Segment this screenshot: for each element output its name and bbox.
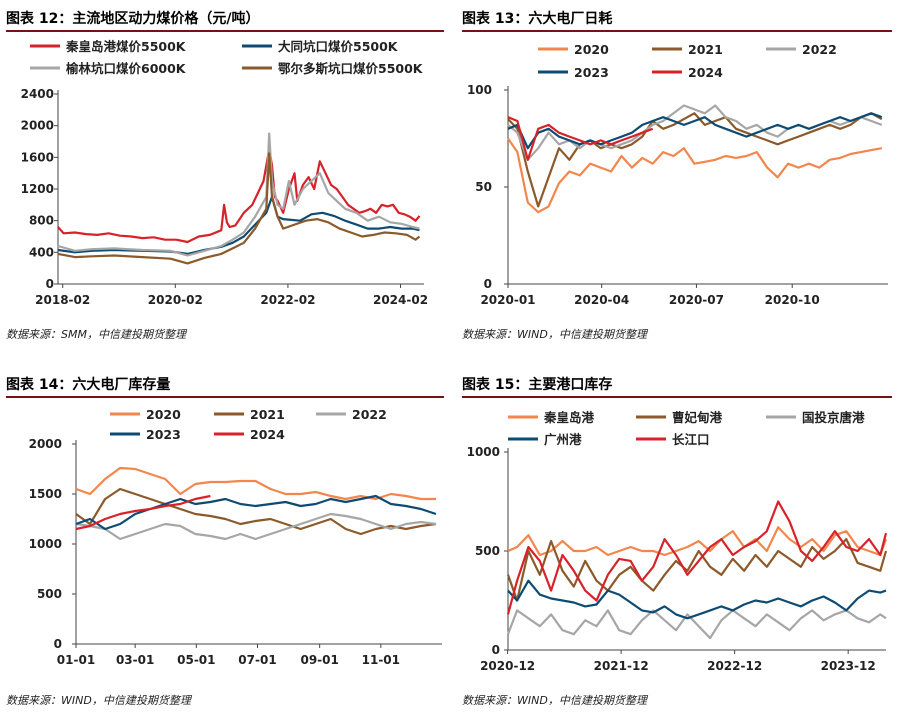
chart-plant-inventory: 0 500 1000 1500 2000 01-01 03-01 05-01 07-01 09-0… xyxy=(29,407,442,667)
y-tick-label: 0 xyxy=(54,637,62,651)
series-line-0 xyxy=(75,466,436,501)
legend-label-3: 2023 xyxy=(146,427,181,442)
x-tick-label: 2020-04 xyxy=(574,293,629,307)
series-line-4 xyxy=(75,494,211,531)
panel-title-14: 图表 14：六大电厂库存量 xyxy=(6,377,171,393)
series-line-1 xyxy=(507,112,883,208)
series-line-0 xyxy=(507,526,888,557)
x-tick-label: 2023-12 xyxy=(821,659,876,673)
series-line-0 xyxy=(507,137,882,214)
x-tick-label: 05-01 xyxy=(177,653,215,667)
y-tick-label: 500 xyxy=(475,544,500,558)
legend-label-1: 大同坑口煤价5500K xyxy=(278,39,399,54)
title-rule-15 xyxy=(462,396,892,398)
x-tick-label: 2018-02 xyxy=(35,293,90,307)
source-note-15: 数据来源：WIND，中信建投期货整理 xyxy=(462,694,647,707)
title-rule-14 xyxy=(6,396,444,398)
y-tick-label: 500 xyxy=(37,587,62,601)
y-tick-label: 0 xyxy=(484,277,492,291)
series-line-3 xyxy=(507,579,887,620)
series-line-2 xyxy=(57,132,420,257)
panel-title-13: 图表 13：六大电厂日耗 xyxy=(462,11,613,27)
legend-label-2: 2022 xyxy=(352,407,387,422)
legend-label-0: 2020 xyxy=(146,407,181,422)
legend-label-1: 2021 xyxy=(250,407,285,422)
series-line-3 xyxy=(57,152,421,265)
series-line-2 xyxy=(75,512,437,541)
y-tick-label: 1000 xyxy=(467,445,500,459)
panel-title-15: 图表 15：主要港口库存 xyxy=(462,377,613,393)
y-tick-label: 1000 xyxy=(29,537,62,551)
y-tick-label: 1200 xyxy=(21,182,54,196)
legend-label-3: 广州港 xyxy=(544,432,582,447)
title-rule-12 xyxy=(6,30,444,32)
y-tick-label: 2400 xyxy=(21,87,54,101)
legend-label-0: 秦皇岛港煤价5500K xyxy=(65,39,187,54)
y-tick-label: 2000 xyxy=(29,437,62,451)
series-line-1 xyxy=(75,487,437,536)
legend-label-4: 2024 xyxy=(688,65,723,80)
x-tick-label: 01-01 xyxy=(57,653,95,667)
x-tick-label: 2022-12 xyxy=(707,659,762,673)
panel-title-12: 图表 12：主流地区动力煤价格（元/吨） xyxy=(6,11,260,27)
title-rule-13 xyxy=(462,30,892,32)
series-line-3 xyxy=(75,494,437,531)
series-line-2 xyxy=(506,609,887,640)
x-tick-label: 2020-02 xyxy=(148,293,203,307)
y-tick-label: 1600 xyxy=(21,150,54,164)
legend-label-2: 2022 xyxy=(802,42,837,57)
series-line-3 xyxy=(507,112,883,150)
legend-label-1: 曹妃甸港 xyxy=(672,410,723,425)
x-tick-label: 2020-07 xyxy=(669,293,724,307)
series-line-4 xyxy=(507,116,654,161)
x-tick-label: 03-01 xyxy=(116,653,154,667)
x-tick-label: 2020-10 xyxy=(765,293,820,307)
y-tick-label: 50 xyxy=(475,180,492,194)
y-tick-label: 400 xyxy=(29,245,54,259)
series-line-4 xyxy=(506,500,888,615)
legend-label-4: 2024 xyxy=(250,427,285,442)
y-tick-label: 1500 xyxy=(29,487,62,501)
series-line-1 xyxy=(506,538,888,602)
chart-port-inventory: 0 500 1000 2020-12 2021-12 2022-12 2023-12 秦皇岛港… xyxy=(467,410,888,673)
x-tick-label: 2021-12 xyxy=(594,659,649,673)
y-tick-label: 2000 xyxy=(21,119,54,133)
x-tick-label: 2020-01 xyxy=(480,293,535,307)
legend-label-0: 秦皇岛港 xyxy=(543,410,595,425)
legend-label-2: 国投京唐港 xyxy=(802,410,865,425)
y-tick-label: 800 xyxy=(29,214,54,228)
legend-label-4: 长江口 xyxy=(672,432,710,447)
x-tick-label: 09-01 xyxy=(300,653,338,667)
source-note-13: 数据来源：WIND，中信建投期货整理 xyxy=(462,328,647,341)
legend-label-0: 2020 xyxy=(574,42,609,57)
legend-label-3: 鄂尔多斯坑口煤价5500K xyxy=(278,61,424,76)
x-tick-label: 2024-02 xyxy=(373,293,428,307)
x-tick-label: 07-01 xyxy=(238,653,276,667)
x-tick-label: 11-01 xyxy=(362,653,400,667)
y-tick-label: 100 xyxy=(467,83,492,97)
y-tick-label: 0 xyxy=(492,643,500,657)
source-note-14: 数据来源：WIND，中信建投期货整理 xyxy=(6,694,191,707)
chart-coal-price: 0 400 800 1200 1600 2000 2400 2018-02 2020-02 202… xyxy=(21,39,428,307)
legend-label-2: 榆林坑口煤价6000K xyxy=(66,61,187,76)
source-note-12: 数据来源：SMM，中信建投期货整理 xyxy=(6,328,186,341)
x-tick-label: 2020-12 xyxy=(480,659,535,673)
y-tick-label: 0 xyxy=(46,277,54,291)
chart-daily-consumption: 0 50 100 2020-01 2020-04 2020-07 2020-10 2020 20… xyxy=(467,42,888,307)
legend-label-3: 2023 xyxy=(574,65,609,80)
x-tick-label: 2022-02 xyxy=(260,293,315,307)
legend-label-1: 2021 xyxy=(688,42,723,57)
